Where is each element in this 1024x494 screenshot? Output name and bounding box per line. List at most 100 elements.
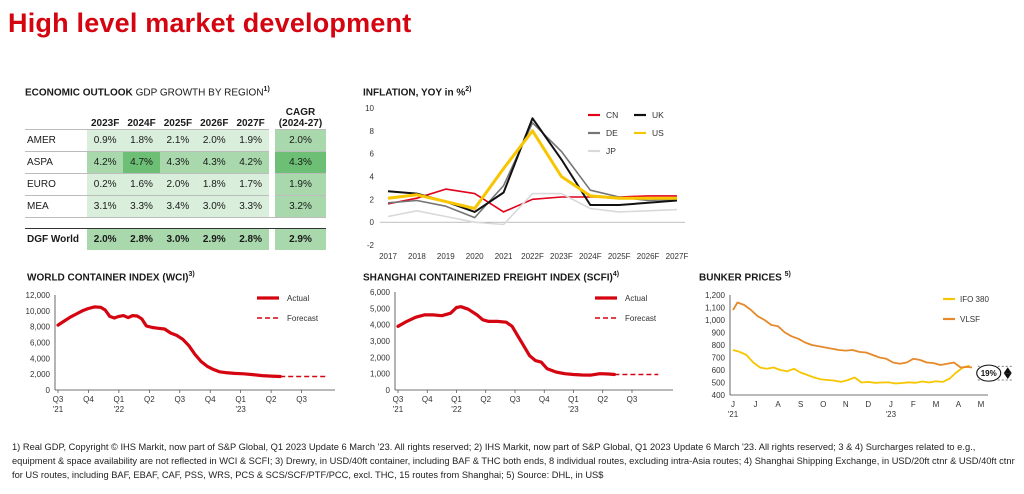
scfi-y-tick: 2,000 (370, 353, 391, 362)
gdp-value-cell: 2.1% (159, 129, 197, 152)
gdp-value-cell: 1.9% (232, 129, 269, 152)
inflation-x-tick: 2025F (608, 252, 631, 261)
wci-chart: 0 2,000 4,000 6,000 8,000 10,000 12,000 Q3 Q4 Q1 Q… (26, 291, 335, 414)
bunker-x-tick: D (865, 400, 871, 409)
wci-title-text: WORLD CONTAINER INDEX (WCI) (27, 272, 189, 284)
page-title: High level market development (8, 8, 412, 38)
footnote: 1) Real GDP, Copyright © IHS Markit, now… (12, 442, 1015, 480)
gdp-row: MEA 3.1% 3.3% 3.4% 3.0% 3.3% 3.2% (25, 195, 327, 218)
scfi-y-tick: 5,000 (370, 304, 391, 313)
gdp-title-bold: ECONOMIC OUTLOOK (25, 87, 133, 99)
bunker-x-year: '21 (728, 410, 739, 419)
gdp-title-footnote: 1) (263, 86, 270, 93)
inflation-x-tick: 2022F (521, 252, 544, 261)
bunker-chart: 400 500 600 700 800 900 1,000 1,100 1,200 J J A S O N D… (705, 291, 1012, 419)
gdp-value-cell: 4.7% (123, 151, 160, 174)
scfi-x-tick: Q2 (480, 395, 491, 404)
wci-x-tick: Q4 (205, 395, 216, 404)
gdp-row: AMER 0.9% 1.8% 2.1% 2.0% 1.9% 2.0% (25, 129, 327, 152)
inflation-y-tick: -2 (367, 241, 375, 250)
cagr-line1: CAGR (285, 107, 316, 118)
gdp-value-cell: 2.0% (196, 129, 233, 152)
cagr-line2: (2024-27) (278, 118, 323, 129)
legend-label-actual: Actual (287, 294, 309, 303)
legend-label-vlsf: VLSF (960, 315, 980, 324)
scfi-chart: 0 1,000 2,000 3,000 4,000 5,000 6,000 Q3 Q4 Q1 Q2 Q… (370, 288, 673, 414)
wci-actual-line (56, 305, 282, 379)
wci-x-tick: Q3 (174, 395, 185, 404)
gdp-spacer-cell (274, 217, 327, 229)
spread-arrow-down-icon (1003, 373, 1012, 379)
bunker-y-tick: 800 (712, 341, 726, 350)
wci-x-year: '23 (235, 405, 246, 414)
scfi-y-tick: 1,000 (370, 370, 391, 379)
gdp-value-cell: 1.6% (123, 173, 160, 196)
bunker-y-tick: 700 (712, 354, 726, 363)
gdp-value-cell: 1.8% (196, 173, 233, 196)
gdp-row: ASPA 4.2% 4.7% 4.3% 4.3% 4.2% 4.3% (25, 151, 327, 174)
wci-x-year: '22 (114, 405, 125, 414)
bunker-series-vlsf (732, 301, 973, 369)
inflation-y-tick: 8 (370, 127, 375, 136)
bunker-title-text: BUNKER PRICES (699, 272, 782, 284)
gdp-gap (268, 228, 275, 250)
scfi-x-tick: Q2 (597, 395, 608, 404)
legend-label-de: DE (606, 128, 618, 138)
legend-label-us: US (652, 128, 664, 138)
gdp-value-cell: 0.2% (87, 173, 124, 196)
gdp-value-cell: 3.4% (159, 195, 197, 218)
bunker-x-tick: F (911, 400, 916, 409)
gdp-spacer-cell (268, 217, 275, 229)
gdp-section-title: ECONOMIC OUTLOOK GDP GROWTH BY REGION1) (25, 86, 270, 98)
inflation-x-tick: 2017 (379, 252, 397, 261)
scfi-footnote: 4) (612, 271, 620, 278)
gdp-value-cell: 4.2% (232, 151, 269, 174)
bunker-x-year: '23 (886, 410, 897, 419)
wci-x-year: '21 (53, 405, 64, 414)
wci-x-tick: Q1 (235, 395, 246, 404)
scfi-y-tick: 0 (386, 386, 391, 395)
gdp-cagr-cell: 2.0% (274, 129, 327, 152)
inflation-x-tick: 2019 (437, 252, 455, 261)
scfi-x-tick: Q4 (422, 395, 433, 404)
spread-annotation-label: 19% (981, 369, 997, 378)
gdp-spacer-cell (87, 217, 124, 229)
legend-label-forecast: Forecast (287, 314, 319, 323)
gdp-table: 2023F 2024F 2025F 2026F 2027F CAGR (2024-… (25, 103, 327, 250)
gdp-spacer-cell (196, 217, 233, 229)
gdp-value-cell: 2.0% (159, 173, 197, 196)
scfi-x-tick: Q4 (539, 395, 550, 404)
gdp-value-cell: 4.3% (196, 151, 233, 174)
inflation-series-jp (387, 192, 678, 226)
spread-arrow-up-icon (1003, 367, 1012, 374)
inflation-y-tick: 6 (370, 150, 375, 159)
gdp-title-rest: GDP GROWTH BY REGION (135, 87, 264, 99)
bunker-y-tick: 1,100 (705, 304, 726, 313)
gdp-header-region (25, 103, 87, 130)
wci-footnote: 3) (188, 271, 195, 278)
inflation-title: INFLATION, YOY in %2) (363, 86, 471, 98)
bunker-y-tick: 400 (712, 391, 726, 400)
gdp-header-year: 2027F (236, 118, 265, 129)
inflation-x-tick: 2021 (495, 252, 513, 261)
gdp-row: EURO 0.2% 1.6% 2.0% 1.8% 1.7% 1.9% (25, 173, 327, 196)
wci-title: WORLD CONTAINER INDEX (WCI)3) (27, 271, 195, 283)
bunker-title: BUNKER PRICES 5) (699, 271, 791, 283)
gdp-header-cagr: CAGR (2024-27) (275, 103, 326, 130)
gdp-region-label: AMER (25, 129, 87, 152)
wci-y-tick: 4,000 (30, 354, 51, 363)
bunker-x-tick: O (820, 400, 826, 409)
gdp-value-cell: 1.7% (232, 173, 269, 196)
gdp-value-cell: 3.0% (196, 195, 233, 218)
inflation-y-tick: 0 (370, 218, 375, 227)
scfi-x-tick: Q3 (510, 395, 521, 404)
legend-label-ifo380: IFO 380 (960, 295, 989, 304)
bunker-y-tick: 1,200 (705, 291, 726, 300)
gdp-value-cell: 2.8% (232, 228, 269, 250)
gdp-header-year: 2023F (91, 118, 120, 129)
bunker-x-tick: S (798, 400, 803, 409)
scfi-title-text: SHANGHAI CONTAINERIZED FREIGHT INDEX (SC… (363, 272, 613, 284)
inflation-x-tick: 2023F (550, 252, 573, 261)
wci-y-tick: 10,000 (26, 307, 51, 316)
wci-x-tick: Q3 (296, 395, 307, 404)
